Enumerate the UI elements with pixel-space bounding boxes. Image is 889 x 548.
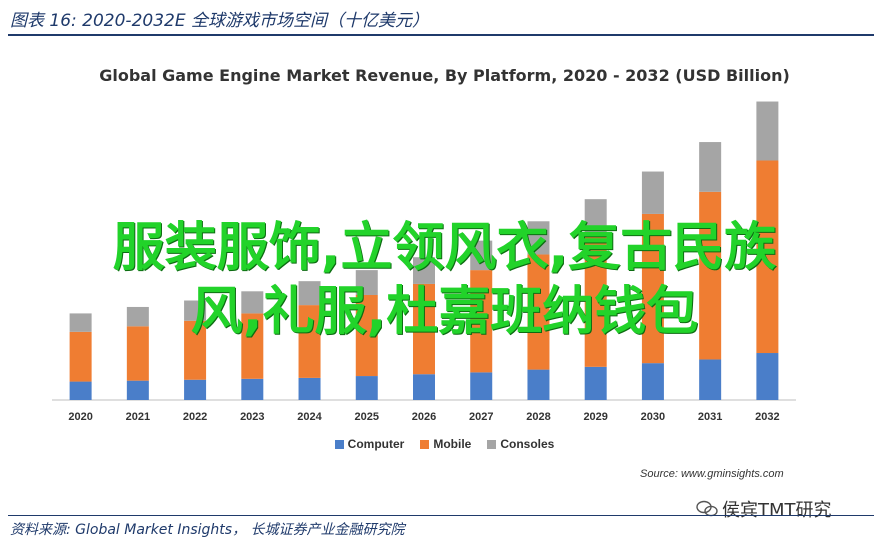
bar-mobile-2026 [413, 283, 435, 375]
legend-label: Consoles [500, 437, 555, 451]
source-note: 资料来源: Global Market Insights， 长城证券产业金融研究… [10, 522, 405, 538]
bottom-rule [8, 515, 874, 516]
bar-computer-2027 [470, 372, 493, 400]
legend-swatch [487, 439, 497, 449]
bar-computer-2029 [584, 366, 607, 400]
bar-consoles-2026 [413, 257, 435, 284]
bar-mobile-2022 [184, 320, 207, 380]
watermark-label: 侯宾TMT研究 [722, 500, 832, 521]
bar-consoles-2028 [527, 221, 550, 255]
x-tick-label: 2029 [583, 411, 607, 423]
bar-consoles-2031 [699, 142, 722, 192]
x-tick-label: 2031 [698, 411, 722, 423]
x-tick-label: 2028 [526, 411, 550, 423]
bar-computer-2020 [69, 381, 92, 400]
bar-mobile-2028 [527, 254, 550, 370]
overlay-text-line1: 服装服饰,立领风衣,复古民族 [112, 218, 777, 278]
x-tick-label: 2030 [641, 411, 665, 423]
bar-mobile-2023 [241, 313, 264, 379]
x-tick-label: 2027 [469, 411, 493, 423]
legend-item-computer: Computer [334, 437, 405, 451]
bar-computer-2032 [756, 353, 779, 400]
legend-label: Computer [347, 437, 405, 451]
bar-consoles-2027 [470, 240, 493, 271]
bar-mobile-2031 [699, 191, 722, 360]
bar-mobile-2020 [69, 331, 92, 382]
legend-swatch [420, 439, 430, 449]
x-tick-label: 2025 [355, 411, 379, 423]
bar-mobile-2025 [355, 294, 378, 377]
bar-consoles-2025 [355, 270, 378, 295]
bar-mobile-2029 [584, 236, 607, 367]
bar-computer-2030 [641, 363, 664, 400]
chart-legend: Computer Mobile Consoles [0, 437, 889, 452]
legend-label: Mobile [433, 437, 472, 451]
figure-title: 图表 16: 2020-2032E 全球游戏市场空间（十亿美元） [10, 11, 429, 31]
bar-consoles-2024 [298, 281, 321, 306]
x-tick-label: 2021 [126, 411, 150, 423]
x-tick-label: 2026 [412, 411, 436, 423]
bar-computer-2024 [298, 377, 321, 400]
x-tick-label: 2024 [297, 411, 322, 423]
overlay-text-line2: 风,礼服,杜嘉班纳钱包 [190, 282, 699, 342]
legend-item-mobile: Mobile [420, 437, 471, 451]
bar-consoles-2020 [69, 313, 92, 332]
bar-computer-2021 [126, 380, 149, 400]
bar-computer-2022 [184, 379, 207, 400]
watermark: 侯宾TMT研究 [696, 496, 832, 522]
bar-mobile-2024 [298, 305, 321, 378]
bar-mobile-2032 [756, 160, 779, 354]
bar-consoles-2021 [126, 306, 149, 327]
top-rule [8, 34, 874, 36]
bar-computer-2031 [699, 359, 722, 400]
bar-consoles-2022 [184, 300, 207, 321]
bar-consoles-2032 [756, 101, 779, 161]
x-tick-label: 2032 [755, 411, 779, 423]
bar-consoles-2029 [584, 199, 607, 237]
bar-computer-2023 [241, 378, 264, 400]
chart-title: Global Game Engine Market Revenue, By Pl… [99, 66, 790, 85]
bar-computer-2025 [355, 376, 378, 400]
legend-swatch [334, 439, 344, 449]
chart-source: Source: www.gminsights.com [640, 468, 784, 480]
x-tick-label: 2020 [68, 411, 92, 423]
bar-computer-2028 [527, 369, 550, 400]
x-tick-label: 2022 [183, 411, 207, 423]
bar-consoles-2023 [241, 291, 264, 314]
legend-item-consoles: Consoles [487, 437, 554, 451]
bar-mobile-2027 [470, 270, 493, 373]
x-tick-label: 2023 [240, 411, 264, 423]
bar-consoles-2030 [641, 171, 664, 214]
bar-mobile-2021 [126, 326, 149, 381]
bar-mobile-2030 [641, 213, 664, 364]
bar-computer-2026 [413, 374, 435, 400]
